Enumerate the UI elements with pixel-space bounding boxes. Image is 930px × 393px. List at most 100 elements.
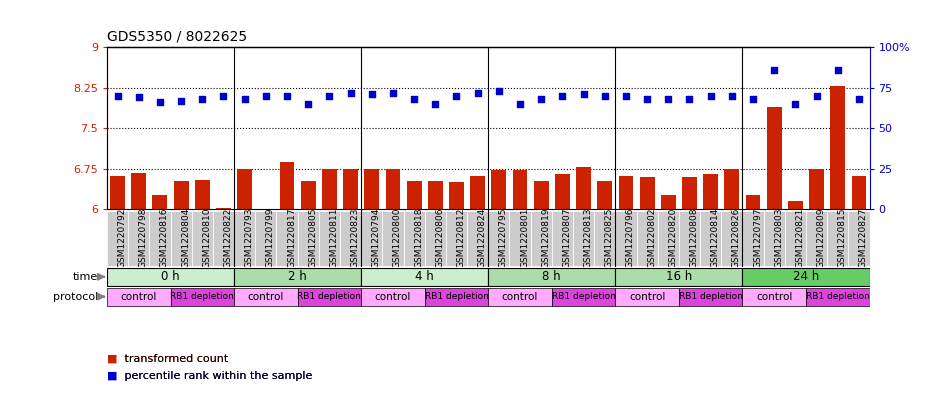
Bar	[534, 181, 549, 209]
Text: GSM1220818: GSM1220818	[414, 208, 423, 268]
Text: 4 h: 4 h	[416, 270, 434, 283]
Point	[471, 90, 485, 96]
Bar	[150, 211, 170, 266]
Text: GSM1220820: GSM1220820	[669, 208, 677, 268]
Bar	[192, 211, 213, 266]
Point	[216, 93, 231, 99]
Point	[280, 93, 295, 99]
Bar	[806, 288, 870, 305]
Bar	[594, 211, 616, 266]
Bar	[170, 288, 234, 305]
Bar	[703, 174, 718, 209]
Bar	[658, 211, 679, 266]
Bar	[488, 211, 510, 266]
Point	[682, 96, 697, 102]
Text: GSM1220803: GSM1220803	[774, 208, 783, 268]
Text: GSM1220814: GSM1220814	[711, 208, 720, 268]
Bar	[700, 211, 722, 266]
Point	[661, 96, 676, 102]
Text: control: control	[121, 292, 157, 302]
Bar	[616, 288, 679, 305]
Bar	[577, 167, 591, 209]
Text: protocol: protocol	[53, 292, 98, 302]
Bar	[237, 169, 252, 209]
Bar	[300, 181, 315, 209]
Text: GSM1220807: GSM1220807	[563, 208, 571, 268]
Point	[428, 101, 443, 107]
Text: GSM1220823: GSM1220823	[351, 208, 360, 268]
Text: GSM1220824: GSM1220824	[478, 208, 486, 268]
Bar	[174, 181, 189, 209]
Bar	[467, 211, 488, 266]
Bar	[788, 201, 803, 209]
Bar	[679, 211, 700, 266]
Point	[788, 101, 803, 107]
Point	[237, 96, 252, 102]
Text: time: time	[73, 272, 98, 282]
Text: ■  percentile rank within the sample: ■ percentile rank within the sample	[107, 371, 312, 381]
Bar	[340, 211, 361, 266]
Bar	[319, 211, 340, 266]
Point	[365, 91, 379, 97]
Point	[576, 91, 591, 97]
Text: RB1 depletion: RB1 depletion	[679, 292, 743, 301]
Bar	[742, 288, 806, 305]
Bar	[767, 107, 781, 209]
Bar	[428, 181, 443, 209]
Bar	[234, 211, 255, 266]
Bar	[640, 177, 655, 209]
Point	[618, 93, 633, 99]
Bar	[573, 211, 594, 266]
Bar	[170, 211, 192, 266]
Text: GSM1220793: GSM1220793	[245, 208, 254, 268]
Bar	[195, 180, 209, 209]
Point	[131, 94, 146, 101]
Bar	[488, 288, 551, 305]
Bar	[365, 169, 379, 209]
Bar	[361, 211, 382, 266]
Text: control: control	[756, 292, 792, 302]
Text: GSM1220815: GSM1220815	[838, 208, 847, 268]
Bar	[785, 211, 806, 266]
Bar	[531, 211, 551, 266]
Text: 0 h: 0 h	[161, 270, 179, 283]
Bar	[107, 211, 128, 266]
Bar	[551, 288, 616, 305]
Bar	[618, 176, 633, 209]
Bar	[216, 208, 231, 209]
Bar	[682, 177, 697, 209]
Bar	[128, 211, 150, 266]
Text: GSM1220794: GSM1220794	[372, 208, 380, 268]
Text: GSM1220806: GSM1220806	[435, 208, 445, 268]
Text: GSM1220819: GSM1220819	[541, 208, 551, 268]
Point	[640, 96, 655, 102]
Point	[491, 88, 506, 94]
Point	[766, 67, 781, 73]
Bar	[512, 171, 527, 209]
Point	[153, 99, 167, 105]
Point	[343, 90, 358, 96]
Text: GSM1220800: GSM1220800	[392, 208, 402, 268]
Bar	[153, 195, 167, 209]
Point	[809, 93, 824, 99]
Bar	[722, 211, 742, 266]
Bar	[386, 169, 400, 209]
Text: GSM1220813: GSM1220813	[584, 208, 592, 268]
Bar	[742, 268, 870, 286]
Bar	[449, 182, 464, 209]
Text: 16 h: 16 h	[666, 270, 692, 283]
Bar	[724, 169, 739, 209]
Bar	[488, 268, 616, 286]
Text: transformed count: transformed count	[114, 354, 229, 364]
Bar	[445, 211, 467, 266]
Point	[174, 97, 189, 104]
Bar	[597, 181, 612, 209]
Bar	[491, 170, 506, 209]
Point	[300, 101, 315, 107]
Text: 2 h: 2 h	[288, 270, 307, 283]
Bar	[852, 176, 867, 209]
Text: GSM1220795: GSM1220795	[498, 208, 508, 268]
Bar	[361, 288, 425, 305]
Text: GSM1220811: GSM1220811	[329, 208, 339, 268]
Text: GSM1220826: GSM1220826	[732, 208, 741, 268]
